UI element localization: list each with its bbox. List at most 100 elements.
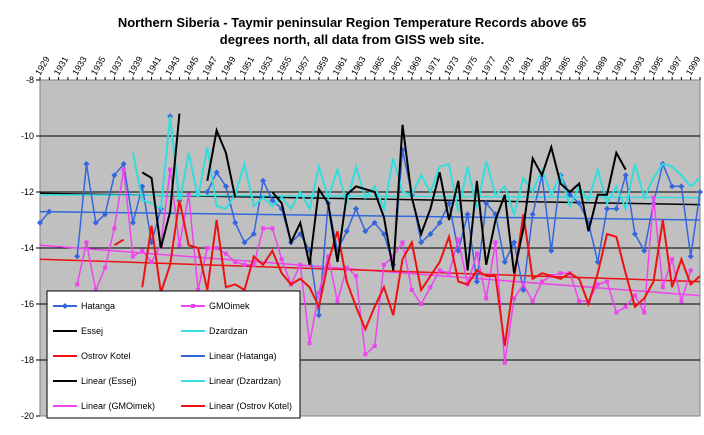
data-point: [437, 268, 442, 273]
data-point: [446, 200, 453, 207]
chart-title-line1: Northern Siberia - Taymir peninsular Reg…: [117, 15, 587, 30]
data-point: [381, 262, 386, 267]
legend-marker: [191, 304, 195, 308]
data-point: [371, 219, 378, 226]
data-point: [362, 228, 369, 235]
data-point: [474, 251, 479, 256]
data-point: [168, 167, 173, 172]
series-3: [131, 116, 701, 218]
data-point: [353, 205, 360, 212]
data-point: [493, 240, 498, 245]
data-point: [577, 299, 582, 304]
data-point: [436, 219, 443, 226]
chart-title: Northern Siberia - Taymir peninsular Reg…: [0, 14, 704, 48]
data-point: [343, 228, 350, 235]
data-point: [697, 189, 703, 195]
x-tick-label: 1969: [405, 55, 424, 77]
legend-box: [46, 290, 301, 419]
data-point: [548, 247, 555, 254]
data-point: [260, 177, 267, 184]
data-point: [83, 161, 90, 167]
x-tick-label: 1971: [423, 55, 442, 77]
data-point: [130, 254, 135, 259]
data-point: [566, 191, 573, 198]
data-point: [121, 167, 126, 172]
legend-label: Essej: [81, 326, 103, 336]
data-point: [241, 239, 248, 246]
series-lines: [37, 113, 703, 365]
data-point: [111, 172, 118, 179]
x-tick-label: 1979: [498, 55, 517, 77]
y-tick-label: -14: [21, 243, 34, 253]
x-tick-label: 1931: [52, 55, 71, 77]
legend-label: GMOimek: [209, 301, 250, 311]
data-point: [335, 299, 340, 304]
x-tick-label: 1981: [516, 55, 535, 77]
data-point: [363, 352, 368, 357]
x-tick-label: 1957: [293, 55, 312, 77]
x-tick-label: 1967: [386, 55, 405, 77]
data-point: [315, 312, 322, 319]
data-point: [279, 257, 284, 262]
data-point: [679, 299, 684, 304]
data-point: [205, 246, 210, 250]
legend: Hatanga GMOimek Essej Dzardzan Ostrov Kotel L…: [46, 290, 301, 419]
data-point: [380, 231, 387, 237]
y-tick-label: -18: [21, 355, 34, 365]
x-tick-label: 1963: [349, 55, 368, 77]
x-tick-label: 1943: [163, 55, 182, 77]
data-point: [269, 197, 276, 204]
series-line-segment: [39, 211, 50, 224]
trendline-0: [39, 210, 701, 221]
data-point: [427, 231, 434, 237]
data-point: [473, 278, 480, 285]
x-tick-label: 1929: [33, 55, 52, 77]
data-point: [539, 279, 544, 284]
x-tick-label: 1977: [479, 55, 498, 77]
x-tick-label: 1983: [535, 55, 554, 77]
data-point: [484, 296, 489, 301]
data-point: [74, 253, 81, 260]
legend-label: Linear (Ostrov Kotel): [209, 401, 292, 411]
data-point: [46, 208, 53, 215]
y-axis: -8 -10 -12 -14 -16 -18 -20: [21, 75, 40, 421]
data-point: [604, 205, 611, 212]
data-point: [642, 310, 647, 315]
data-point: [326, 254, 331, 259]
series-line-segment: [113, 238, 125, 247]
data-point: [140, 248, 145, 253]
data-point: [298, 262, 303, 267]
data-point: [102, 211, 109, 218]
x-tick-label: 1945: [182, 55, 201, 77]
data-point: [307, 341, 312, 346]
series-4: [113, 200, 701, 347]
legend-marker: [62, 303, 68, 309]
series-0: [37, 113, 703, 319]
data-point: [622, 172, 629, 179]
data-point: [456, 237, 461, 242]
data-point: [605, 279, 610, 284]
data-point: [120, 161, 127, 167]
data-point: [576, 200, 583, 207]
data-point: [613, 205, 620, 212]
data-point: [595, 282, 600, 287]
data-point: [204, 189, 211, 195]
data-point: [251, 262, 256, 267]
x-tick-label: 1933: [70, 55, 89, 77]
legend-label: Linear (Hatanga): [209, 351, 277, 361]
data-point: [521, 282, 526, 287]
data-point: [344, 265, 349, 270]
y-tick-label: -20: [21, 411, 34, 421]
data-point: [512, 296, 517, 301]
data-point: [419, 302, 424, 306]
data-point: [149, 260, 154, 264]
x-axis: 1929 1931 1933 1935 1937 1939 1941 1943 1945 1947…: [33, 55, 702, 80]
data-point: [687, 253, 694, 260]
x-tick-label: 1941: [145, 55, 164, 77]
data-point: [483, 200, 490, 207]
data-point: [261, 226, 266, 231]
x-tick-label: 1973: [442, 55, 461, 77]
x-tick-label: 1987: [572, 55, 591, 77]
x-tick-label: 1997: [665, 55, 684, 77]
data-point: [232, 219, 239, 226]
